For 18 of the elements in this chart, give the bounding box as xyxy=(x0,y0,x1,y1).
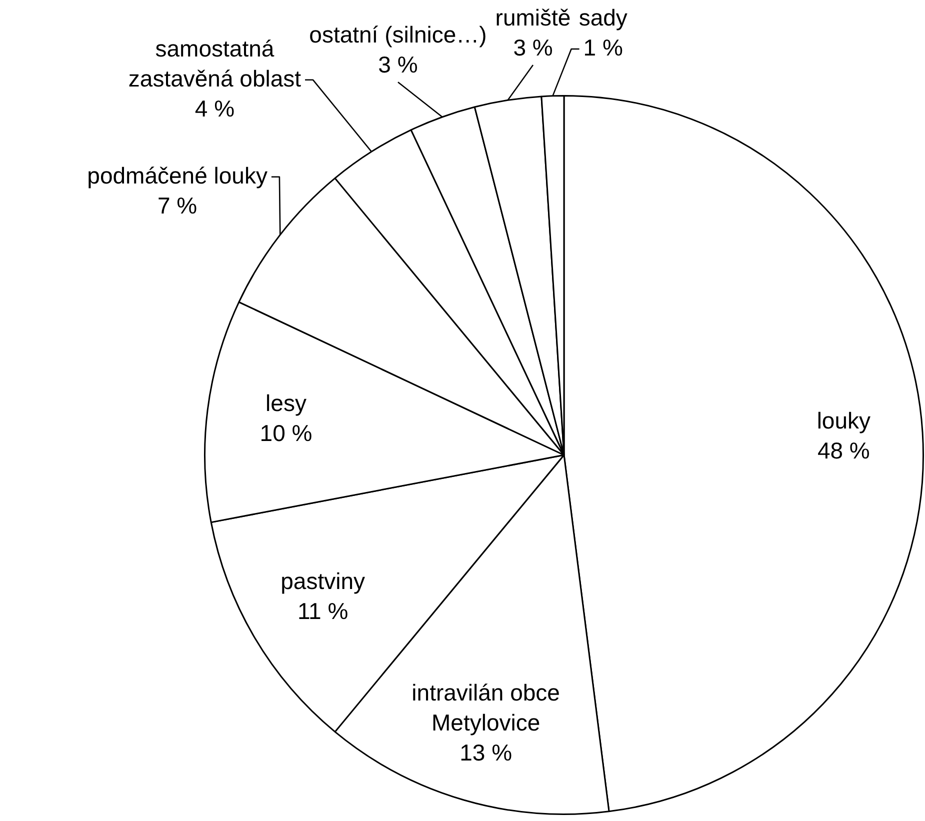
data-label: 1 % xyxy=(583,34,623,60)
data-label: 3 % xyxy=(378,51,418,78)
slice-label: sady xyxy=(578,4,628,30)
slice-label: louky xyxy=(816,408,872,434)
data-label: 3 % xyxy=(513,34,553,60)
data-label: 13 % xyxy=(460,739,512,766)
slice-label: ostatní (silnice…) xyxy=(309,21,487,48)
data-label: 4 % xyxy=(194,95,235,122)
data-label: 48 % xyxy=(817,438,870,464)
slice-label: podmáčené louky xyxy=(87,162,268,188)
slice-label: intravilán obce Metylovice xyxy=(412,679,560,736)
data-label: 11 % xyxy=(297,598,348,624)
data-label: 7 % xyxy=(157,192,198,218)
data-label: 10 % xyxy=(260,420,312,446)
slice-label: rumiště xyxy=(495,4,571,30)
slice-label: lesy xyxy=(266,390,307,416)
slice-label: samostatná zastavěná oblast xyxy=(128,35,302,92)
slice-label: pastviny xyxy=(280,568,366,594)
